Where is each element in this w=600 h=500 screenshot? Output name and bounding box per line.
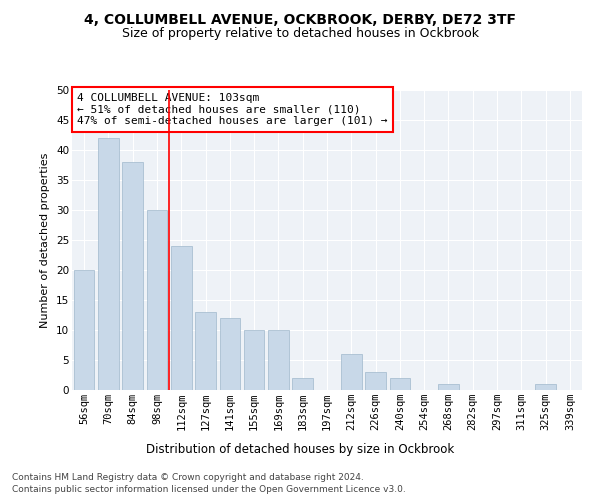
Bar: [171, 246, 191, 390]
Text: 4, COLLUMBELL AVENUE, OCKBROOK, DERBY, DE72 3TF: 4, COLLUMBELL AVENUE, OCKBROOK, DERBY, D…: [84, 12, 516, 26]
Bar: [365, 372, 386, 390]
Text: Contains HM Land Registry data © Crown copyright and database right 2024.: Contains HM Land Registry data © Crown c…: [12, 472, 364, 482]
Text: 4 COLLUMBELL AVENUE: 103sqm
← 51% of detached houses are smaller (110)
47% of se: 4 COLLUMBELL AVENUE: 103sqm ← 51% of det…: [77, 93, 388, 126]
Bar: [292, 378, 313, 390]
Text: Distribution of detached houses by size in Ockbrook: Distribution of detached houses by size …: [146, 442, 454, 456]
Bar: [98, 138, 119, 390]
Bar: [438, 384, 459, 390]
Bar: [146, 210, 167, 390]
Bar: [74, 270, 94, 390]
Bar: [195, 312, 216, 390]
Text: Contains public sector information licensed under the Open Government Licence v3: Contains public sector information licen…: [12, 485, 406, 494]
Bar: [220, 318, 240, 390]
Bar: [341, 354, 362, 390]
Bar: [244, 330, 265, 390]
Bar: [389, 378, 410, 390]
Text: Size of property relative to detached houses in Ockbrook: Size of property relative to detached ho…: [121, 28, 479, 40]
Y-axis label: Number of detached properties: Number of detached properties: [40, 152, 50, 328]
Bar: [268, 330, 289, 390]
Bar: [535, 384, 556, 390]
Bar: [122, 162, 143, 390]
